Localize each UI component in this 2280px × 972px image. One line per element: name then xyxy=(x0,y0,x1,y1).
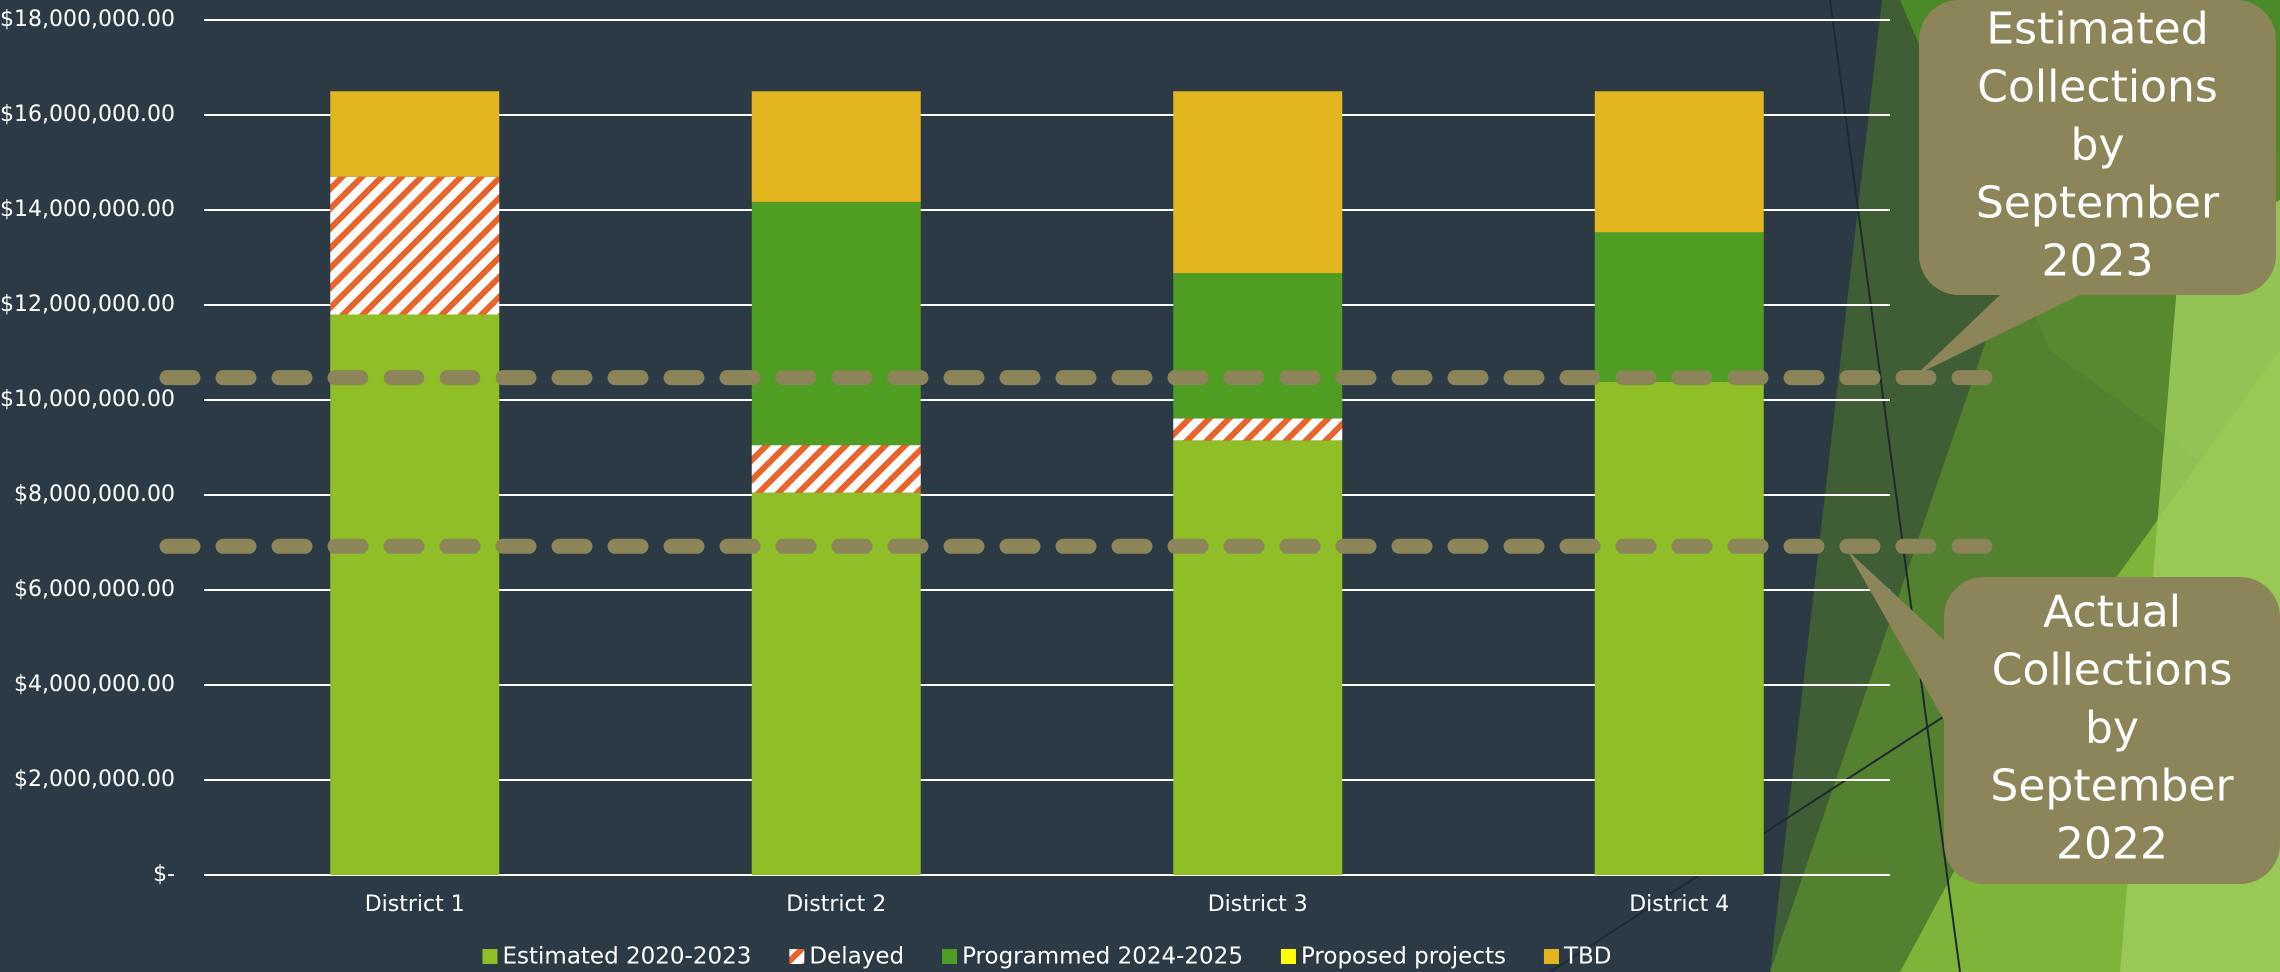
bar-segment xyxy=(330,314,500,875)
callout-pointer xyxy=(1916,295,2080,375)
legend-label: Programmed 2024-2025 xyxy=(962,944,1243,970)
legend-item: Programmed 2024-2025 xyxy=(942,944,1243,970)
legend-marker xyxy=(942,949,958,964)
x-tick-label: District 4 xyxy=(1629,892,1729,917)
y-tick-label: $2,000,000.00 xyxy=(14,767,175,792)
y-tick-label: $16,000,000.00 xyxy=(0,102,175,127)
callout-text: Actual xyxy=(2043,587,2181,638)
legend-label: Proposed projects xyxy=(1301,944,1506,970)
callout-text: Collections xyxy=(1992,645,2233,696)
legend-marker xyxy=(789,949,805,964)
bar-segment xyxy=(330,176,500,315)
bar-segment xyxy=(1173,418,1343,441)
y-tick-label: $8,000,000.00 xyxy=(14,482,175,507)
legend-label: TBD xyxy=(1563,944,1612,970)
bar-segment xyxy=(1173,91,1343,274)
callout-text: Collections xyxy=(1977,62,2218,113)
bar-segment xyxy=(1594,91,1764,233)
legend-item: Estimated 2020-2023 xyxy=(482,944,751,970)
bar-segment xyxy=(1173,273,1343,419)
y-tick-label: $12,000,000.00 xyxy=(0,292,175,317)
callout-pointer xyxy=(1847,550,1944,720)
callout-text: Estimated xyxy=(1986,4,2208,55)
callout-text: by xyxy=(2085,703,2139,754)
x-tick-label: District 1 xyxy=(365,892,465,917)
legend-item: TBD xyxy=(1543,944,1612,970)
y-tick-label: $10,000,000.00 xyxy=(0,387,175,412)
legend-marker xyxy=(482,949,498,964)
callout-text: 2023 xyxy=(2042,236,2154,287)
x-tick-label: District 2 xyxy=(786,892,886,917)
callout-box xyxy=(1919,0,2276,295)
bar-segment xyxy=(330,91,500,177)
callout-box xyxy=(1944,577,2280,884)
bar-segment xyxy=(1594,381,1764,875)
legend-item: Proposed projects xyxy=(1280,944,1506,970)
bar-segment xyxy=(1594,232,1764,382)
legend-label: Delayed xyxy=(809,944,904,970)
bar-segment xyxy=(751,492,921,875)
legend-marker xyxy=(1280,949,1296,964)
bar-segment xyxy=(751,91,921,202)
legend-marker xyxy=(1543,949,1559,964)
legend-label: Estimated 2020-2023 xyxy=(502,944,751,970)
y-tick-label: $- xyxy=(153,862,175,887)
callout-text: September xyxy=(1990,761,2234,812)
bar-segment xyxy=(1173,440,1343,875)
y-tick-label: $4,000,000.00 xyxy=(14,672,175,697)
bar-segment xyxy=(751,445,921,493)
x-tick-label: District 3 xyxy=(1208,892,1308,917)
y-tick-label: $14,000,000.00 xyxy=(0,197,175,222)
y-tick-label: $18,000,000.00 xyxy=(0,7,175,32)
y-tick-label: $6,000,000.00 xyxy=(14,577,175,602)
callout-text: by xyxy=(2071,120,2125,171)
callout-text: 2022 xyxy=(2056,819,2168,870)
legend-item: Delayed xyxy=(789,944,904,970)
bar-segment xyxy=(751,201,921,446)
callout-text: September xyxy=(1976,178,2220,229)
